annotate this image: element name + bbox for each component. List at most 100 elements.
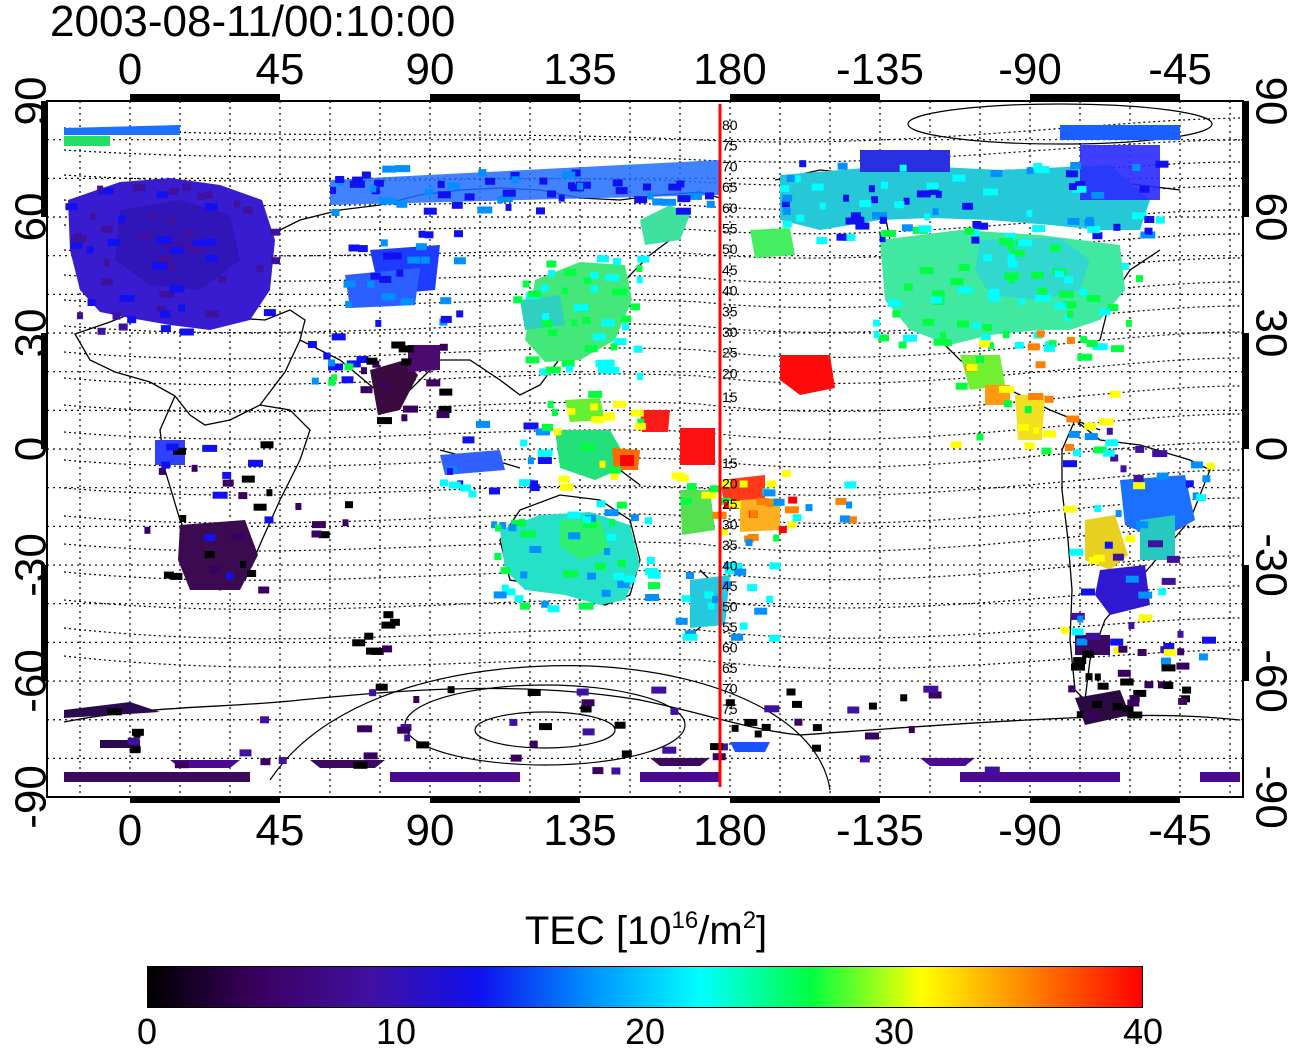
tec-cell — [558, 475, 570, 483]
tec-cell — [598, 366, 611, 374]
tec-cell — [100, 278, 114, 286]
contour-label: 55 — [722, 619, 738, 635]
tec-cell — [1019, 298, 1026, 306]
tec-cell — [1054, 302, 1067, 310]
tec-cell — [160, 263, 168, 270]
tec-cell — [606, 533, 616, 541]
contour-label: 15 — [722, 389, 738, 405]
tec-cell — [859, 755, 870, 763]
tec-cell — [418, 230, 426, 238]
tec-cell — [346, 360, 361, 368]
tec-cell — [1158, 588, 1167, 596]
tec-cell — [86, 246, 94, 254]
tec-cell — [1018, 423, 1029, 431]
contour-label: 35 — [722, 537, 738, 553]
tec-cell — [510, 172, 520, 179]
tec-cell — [447, 686, 455, 694]
tec-cell — [958, 264, 970, 271]
tec-cell — [677, 195, 691, 203]
tec-cell — [1068, 685, 1076, 693]
tec-cell — [166, 217, 178, 225]
tec-cell — [935, 190, 942, 198]
tec-cell — [1066, 415, 1080, 423]
tec-cell — [597, 255, 609, 263]
tec-cell — [976, 355, 984, 363]
tec-cell — [344, 363, 354, 371]
tec-cell — [1028, 393, 1044, 400]
tec-cell — [1113, 223, 1121, 231]
lon-tick-top: 90 — [406, 45, 455, 94]
tec-cell — [872, 212, 888, 220]
tec-cell — [786, 688, 796, 696]
tec-cell — [1161, 657, 1171, 665]
tec-cell — [381, 293, 396, 301]
tec-cell — [1163, 682, 1174, 689]
tec-cell — [1118, 645, 1128, 653]
tec-cell — [1043, 430, 1057, 438]
tec-cell — [647, 571, 661, 579]
tec-cell — [744, 718, 758, 726]
tec-cell — [788, 496, 798, 504]
tec-cell — [964, 227, 975, 235]
tec-cell — [1156, 472, 1169, 480]
contour-label: 20 — [722, 365, 738, 381]
tec-cell — [728, 562, 743, 570]
tec-cell — [918, 225, 932, 233]
tec-cell — [97, 185, 104, 193]
tec-cell — [1064, 276, 1073, 284]
tec-cell — [1063, 505, 1077, 513]
tec-cell — [404, 734, 411, 742]
tec-cell — [645, 594, 660, 601]
bottom-longitude-ticks: 0 45 90 135 180 -135 -90 -45 — [118, 806, 1212, 855]
tec-cell — [437, 191, 451, 199]
tec-cell — [1069, 548, 1084, 556]
tec-cell — [1112, 703, 1123, 711]
tec-cell — [636, 265, 643, 272]
lon-tick-bottom: 45 — [256, 806, 305, 855]
tec-cell — [769, 562, 781, 570]
lon-tick-top: 180 — [693, 45, 766, 94]
tec-cell — [1192, 492, 1199, 500]
tec-cell — [241, 475, 255, 483]
tec-cell — [1007, 253, 1015, 261]
tec-cell — [1092, 343, 1108, 351]
lat-tick-left: -60 — [7, 649, 56, 713]
tec-cell — [1155, 216, 1165, 224]
tec-cell — [510, 754, 522, 762]
tec-cell — [97, 327, 106, 335]
tec-cell — [547, 190, 556, 198]
tec-cell — [349, 180, 365, 188]
tec-cell — [962, 202, 974, 210]
tec-cell — [156, 236, 172, 244]
tec-cell — [476, 420, 490, 428]
tec-cell — [205, 310, 220, 318]
tec-cell — [519, 518, 525, 526]
tec-cell — [1102, 449, 1115, 457]
tec-cell — [739, 480, 748, 488]
tec-cell — [1177, 630, 1184, 638]
tec-cell — [839, 515, 850, 523]
tec-cell — [540, 284, 549, 292]
tec-cell — [782, 220, 792, 228]
tec-cell — [260, 758, 271, 766]
tec-cell — [398, 345, 414, 353]
tec-cell — [680, 497, 693, 505]
tec-cell — [514, 595, 524, 603]
tec-cell — [787, 521, 797, 529]
tec-cell — [1036, 330, 1045, 338]
tec-cell — [1086, 340, 1098, 348]
tec-cell — [539, 368, 550, 376]
tec-cell — [239, 749, 252, 757]
tec-cell — [330, 186, 337, 194]
tec-cell — [1129, 695, 1140, 703]
tec-cell — [439, 388, 453, 396]
contour-labels: 80 75 70 65 60 55 50 45 40 35 30 25 20 15 15 20 25 30 35 40… — [722, 117, 738, 717]
tec-cell — [1109, 390, 1121, 398]
tec-cell — [363, 752, 378, 760]
tec-cell — [127, 737, 140, 745]
tec-cell — [1144, 216, 1155, 223]
contour-label: 70 — [722, 158, 738, 174]
tec-cell — [423, 207, 437, 215]
tec-cell — [1155, 160, 1169, 168]
tec-cell — [502, 189, 516, 197]
